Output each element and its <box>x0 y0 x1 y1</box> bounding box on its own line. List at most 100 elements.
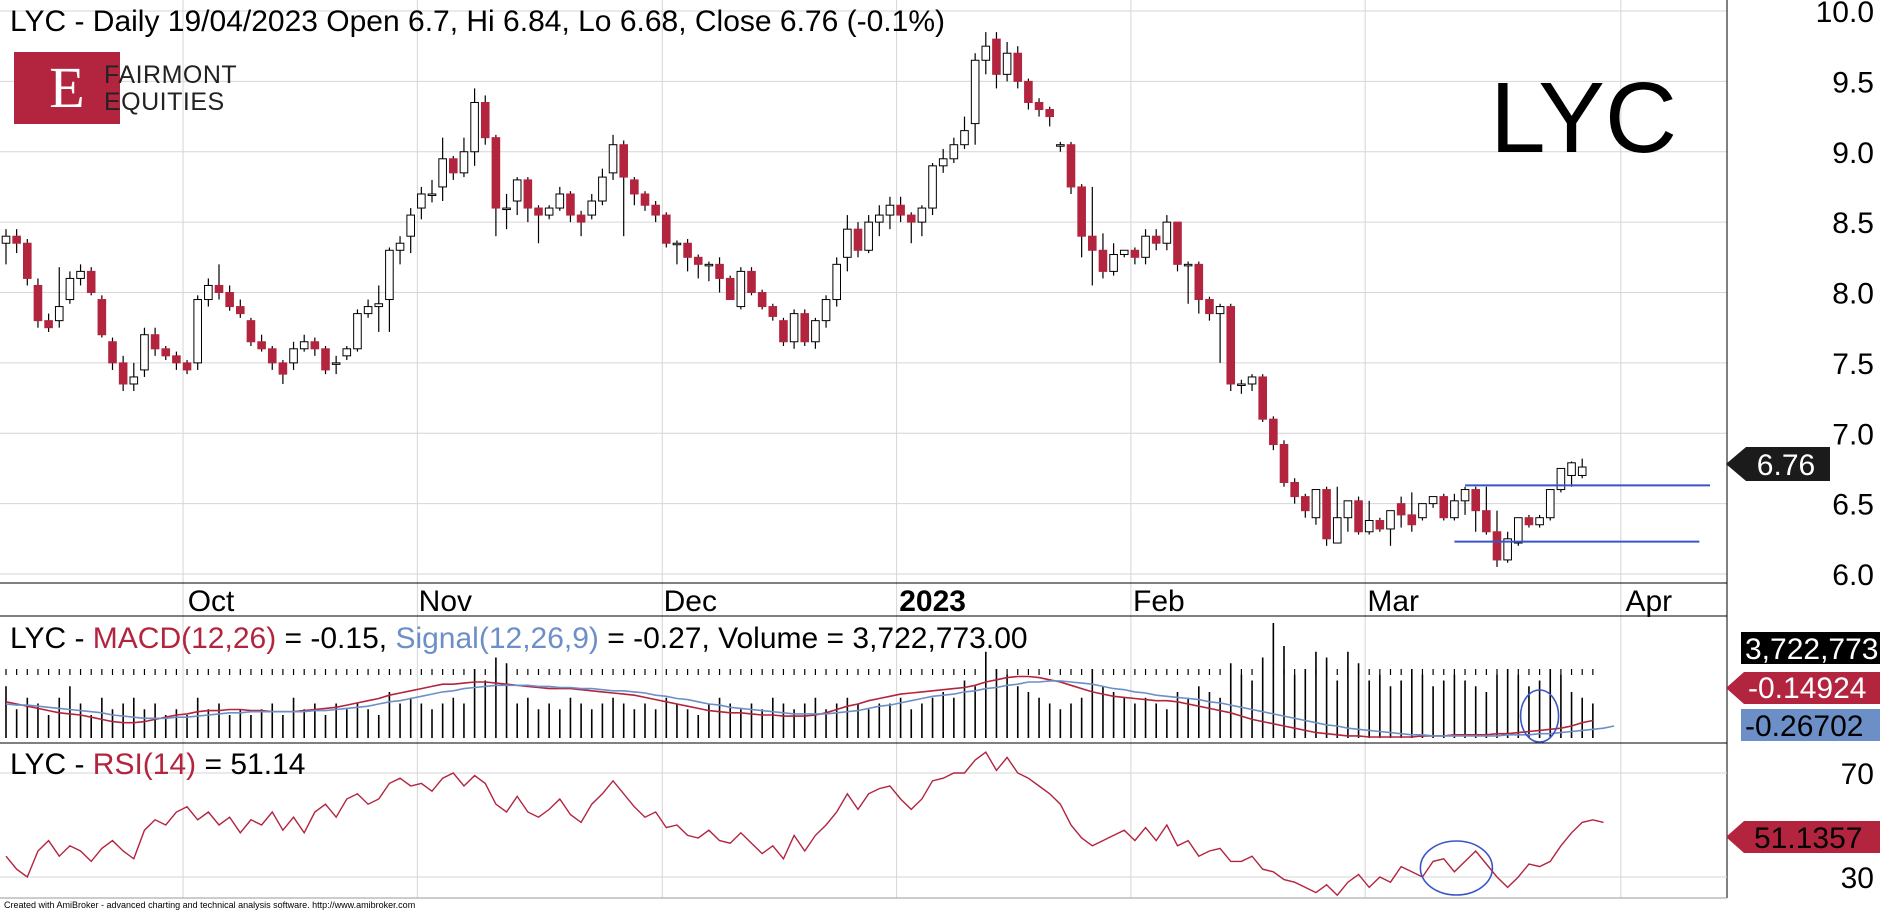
macd-pane-title: LYC - MACD(12,26) = -0.15, Signal(12,26,… <box>10 622 1028 655</box>
candle-body <box>885 204 895 216</box>
rsi-value-text: 51.1357 <box>1754 822 1862 855</box>
signal-value-text: -0.26702 <box>1745 710 1863 743</box>
candle-body <box>299 341 309 350</box>
candle-body <box>1343 500 1353 519</box>
candle-body <box>342 348 352 357</box>
candle-body <box>1056 144 1065 147</box>
candle-body <box>1471 489 1481 512</box>
macd-title-prefix: LYC - <box>10 622 93 655</box>
candle-body <box>427 193 437 196</box>
rsi-title-prefix: LYC - <box>10 748 93 781</box>
candle-body <box>150 334 160 350</box>
candle-body <box>1418 503 1427 519</box>
candle-body <box>1577 466 1587 476</box>
month-label: Dec <box>664 585 717 618</box>
last-price-label: 6.76 <box>1726 447 1830 482</box>
candle-body <box>289 348 298 364</box>
price-tick-label: 8.5 <box>1832 207 1874 240</box>
candle-body <box>214 284 224 293</box>
candle-body <box>385 249 394 301</box>
candle-body <box>523 179 533 209</box>
candle-body <box>321 348 330 371</box>
rsi-pane-title: LYC - RSI(14) = 51.14 <box>10 748 305 781</box>
candle-body <box>1567 462 1576 476</box>
candle-body <box>768 306 778 317</box>
candle-body <box>459 151 469 174</box>
candle-body <box>1524 517 1534 526</box>
candle-body <box>246 320 256 343</box>
candle-body <box>1183 263 1193 267</box>
footer-credit: Created with AmiBroker - advanced charti… <box>4 900 415 910</box>
candle-body <box>12 235 21 244</box>
candle-body <box>267 348 277 364</box>
candle-body <box>736 270 746 308</box>
candle-body <box>662 214 671 244</box>
macd-title-macd: MACD(12,26) <box>93 622 276 655</box>
candle-body <box>1290 482 1299 498</box>
price-tick-label: 7.5 <box>1832 348 1874 381</box>
candle-body <box>353 313 362 350</box>
candle-body <box>502 207 511 211</box>
logo-line-2: EQUITIES <box>104 88 225 116</box>
rsi-tick-label: 70 <box>1841 758 1874 791</box>
macd-value-badge <box>1726 672 1880 704</box>
candle-body <box>598 176 607 202</box>
candle-body <box>693 256 703 265</box>
candle-body <box>1503 538 1512 561</box>
candle-body <box>608 144 618 174</box>
candle-body <box>534 207 543 216</box>
candle-body <box>1088 235 1097 251</box>
candle-body <box>395 242 405 251</box>
macd-title-signal: Signal(12,26,9) <box>395 622 598 655</box>
candle-body <box>672 242 682 246</box>
candle-body <box>864 221 873 251</box>
candle-body <box>1024 80 1033 103</box>
candle-body <box>193 299 202 364</box>
candle-body <box>44 320 53 329</box>
candle-body <box>757 292 767 308</box>
price-axis: 10.0 9.5 9.0 8.5 8.0 7.5 7.0 6.5 6.0 <box>1816 0 1874 592</box>
candle-body <box>630 179 639 195</box>
candle-body <box>1098 249 1108 272</box>
candle-body <box>566 193 575 216</box>
candle-body <box>1311 489 1321 519</box>
candle-body <box>1407 514 1417 526</box>
candle-body <box>1279 444 1289 484</box>
candle-body <box>949 144 959 160</box>
price-tick-label: 6.5 <box>1832 489 1874 522</box>
candle-body <box>619 144 629 178</box>
price-tick-label: 10.0 <box>1816 0 1874 29</box>
candle-body <box>1226 306 1236 385</box>
candle-body <box>938 158 948 167</box>
macd-title-value: = -0.15, <box>276 622 395 655</box>
volume-value-label: 3,722,773 <box>1741 632 1880 666</box>
candle-body <box>1215 306 1225 315</box>
time-grid <box>182 0 1622 898</box>
candle-body <box>1460 489 1470 502</box>
candle-body <box>172 355 181 364</box>
candle-body <box>1013 52 1023 82</box>
candle-body <box>33 284 43 322</box>
candle-body <box>587 200 597 216</box>
candle-body <box>512 179 522 202</box>
candle-body <box>555 193 565 209</box>
candle-body <box>225 292 234 308</box>
last-price-badge <box>1726 447 1830 481</box>
rsi-title-value: = 51.14 <box>196 748 305 781</box>
rsi-axis: 70 30 <box>1841 758 1874 895</box>
candle-body <box>129 376 139 385</box>
candle-body <box>928 165 937 209</box>
price-tick-label: 7.0 <box>1832 418 1874 451</box>
candle-body <box>23 242 32 279</box>
candle-body <box>715 263 724 279</box>
month-axis: Oct Nov Dec 2023 Feb Mar Apr <box>188 585 1672 618</box>
candle-body <box>1247 376 1257 385</box>
candle-body <box>1119 249 1129 255</box>
candle-body <box>981 45 991 61</box>
candle-body <box>1332 517 1342 544</box>
signal-line <box>5 680 1615 737</box>
candle-body <box>917 207 927 223</box>
candle-body <box>54 306 64 322</box>
candle-body <box>1258 376 1268 420</box>
macd-title-rest: = -0.27, Volume = 3,722,773.00 <box>599 622 1028 655</box>
